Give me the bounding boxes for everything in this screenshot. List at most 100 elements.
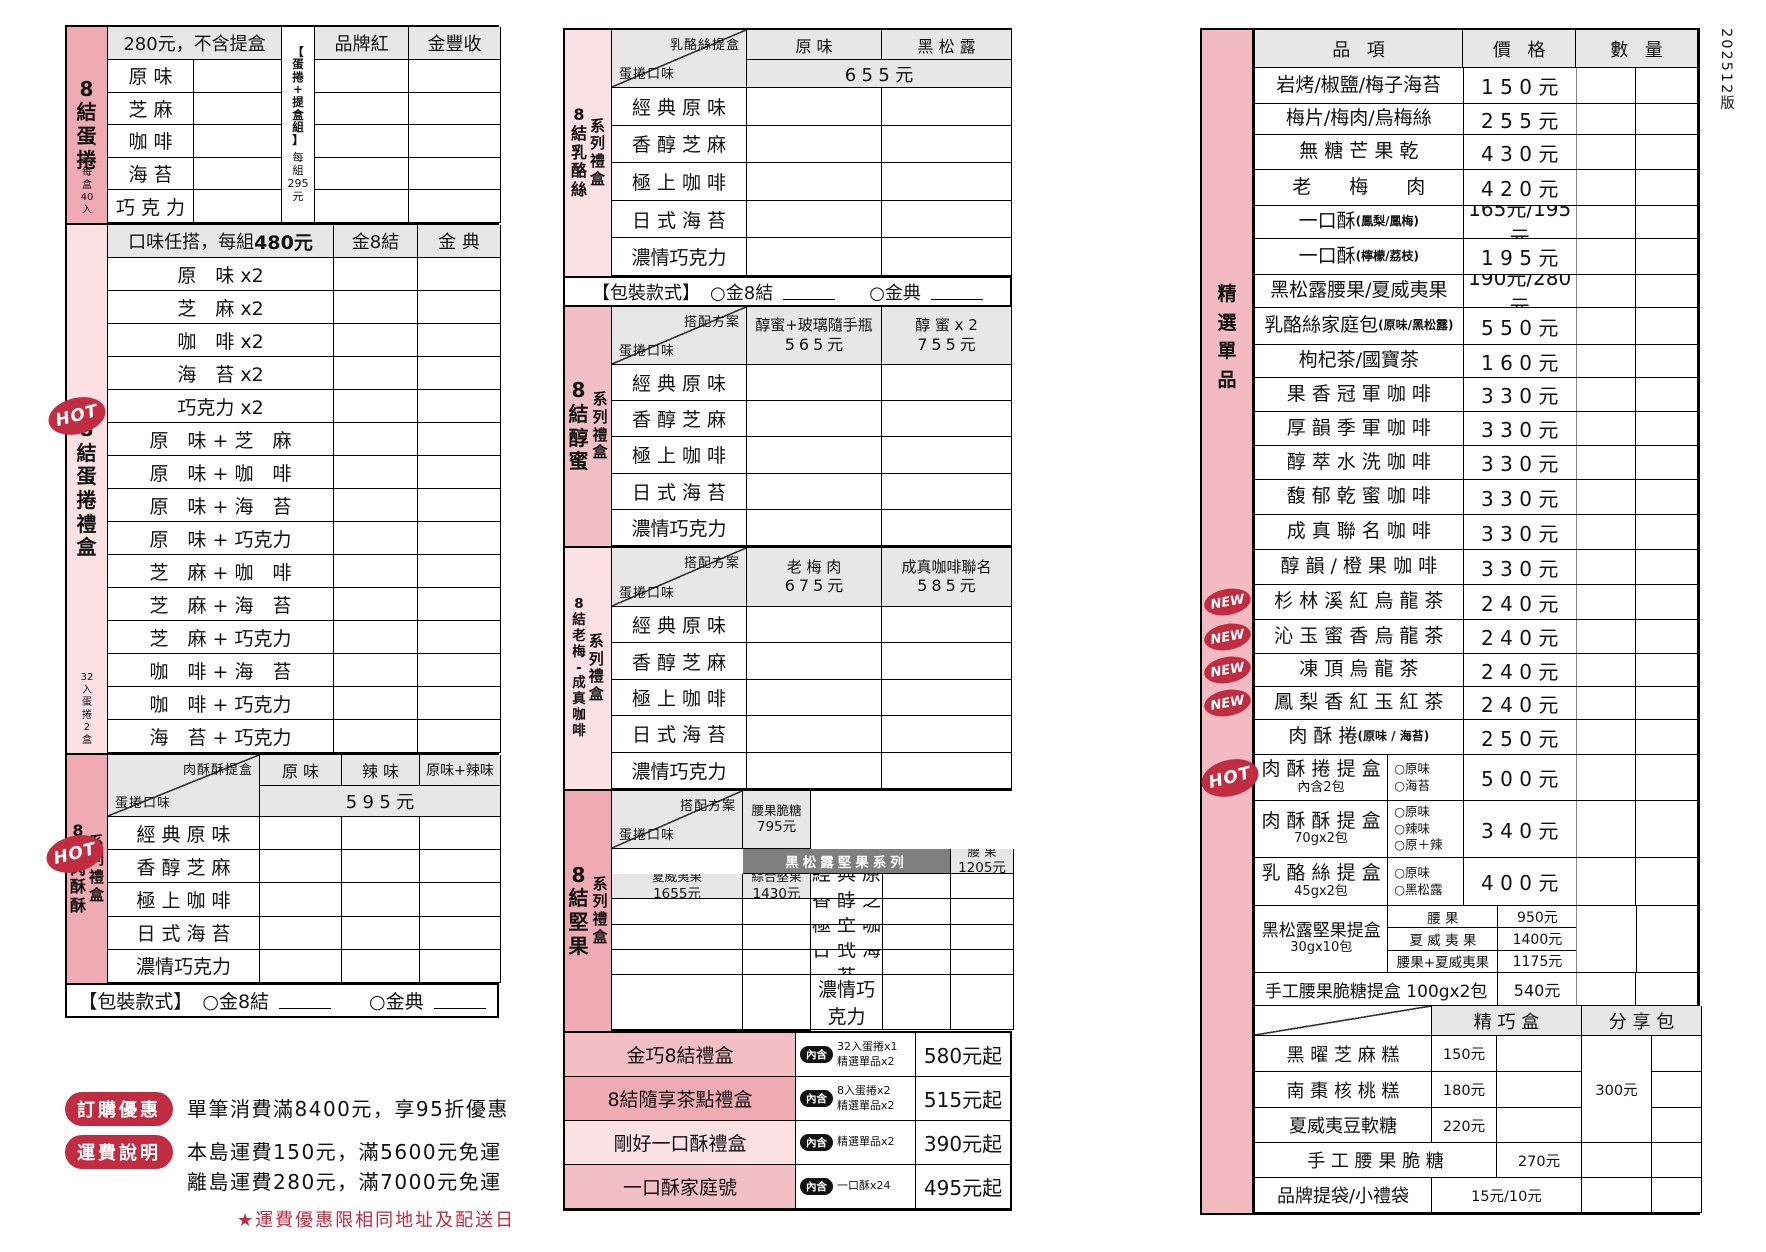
qty-cell[interactable] <box>882 643 1012 680</box>
qty-cell[interactable] <box>1575 720 1637 754</box>
qty-cell[interactable] <box>1652 1072 1702 1108</box>
qty-cell[interactable] <box>418 258 501 291</box>
flavor-option[interactable]: ○原味 <box>1394 803 1430 819</box>
qty-cell[interactable] <box>1576 906 1637 972</box>
qty-cell[interactable] <box>1575 585 1637 619</box>
qty-cell[interactable] <box>1575 239 1637 274</box>
flavor-option[interactable]: ○原味 <box>1394 760 1430 776</box>
qty-cell[interactable] <box>334 687 418 720</box>
qty-cell[interactable] <box>194 125 282 158</box>
qty-cell[interactable] <box>1636 755 1698 800</box>
qty-cell[interactable] <box>260 883 342 917</box>
qty-cell[interactable] <box>418 522 501 555</box>
qty-cell[interactable] <box>334 324 418 357</box>
qty-cell[interactable] <box>1575 687 1637 719</box>
qty-cell[interactable] <box>420 850 501 884</box>
qty-cell[interactable] <box>1636 275 1698 307</box>
qty-cell[interactable] <box>418 654 501 687</box>
qty-cell[interactable] <box>334 654 418 687</box>
qty-cell[interactable] <box>743 924 811 950</box>
qty-cell[interactable] <box>882 437 1012 474</box>
qty-cell[interactable] <box>420 817 501 851</box>
qty-cell[interactable] <box>260 850 342 884</box>
qty-cell[interactable] <box>1497 1036 1582 1072</box>
qty-cell[interactable] <box>342 883 420 917</box>
qty-cell[interactable] <box>747 238 882 276</box>
qty-cell[interactable] <box>260 949 342 983</box>
qty-cell[interactable] <box>1636 515 1698 549</box>
qty-cell[interactable] <box>747 752 882 789</box>
qty-cell[interactable] <box>612 949 743 975</box>
qty-cell[interactable] <box>612 1030 743 1031</box>
qty-cell[interactable] <box>334 489 418 522</box>
qty-cell[interactable] <box>951 924 1014 950</box>
qty-cell[interactable] <box>418 423 501 456</box>
qty-cell[interactable] <box>194 92 282 126</box>
qty-cell[interactable] <box>951 874 1014 900</box>
packaging-option-goldclassic[interactable]: ○金典 <box>369 991 424 1013</box>
qty-cell[interactable] <box>1575 973 1637 1005</box>
qty-cell[interactable] <box>882 163 1012 201</box>
qty-cell[interactable] <box>1636 550 1698 584</box>
qty-cell[interactable] <box>409 60 501 93</box>
qty-cell[interactable] <box>315 157 409 191</box>
qty-cell[interactable] <box>194 157 282 191</box>
qty-cell[interactable] <box>882 473 1012 510</box>
packaging-qty-blank[interactable] <box>433 993 486 1009</box>
qty-cell[interactable] <box>882 401 1012 438</box>
qty-cell[interactable] <box>883 975 951 1030</box>
packaging-qty-blank[interactable] <box>279 993 332 1009</box>
qty-cell[interactable] <box>342 916 420 950</box>
qty-cell[interactable] <box>1575 446 1637 479</box>
qty-cell[interactable] <box>612 975 743 1030</box>
qty-cell[interactable] <box>1652 1143 1702 1178</box>
qty-cell[interactable] <box>420 883 501 917</box>
qty-cell[interactable] <box>1575 654 1637 686</box>
qty-cell[interactable] <box>1575 858 1637 905</box>
qty-cell[interactable] <box>334 456 418 489</box>
qty-cell[interactable] <box>1652 1178 1702 1213</box>
qty-cell[interactable] <box>1636 378 1698 411</box>
qty-cell[interactable] <box>747 437 882 474</box>
qty-cell[interactable] <box>883 949 951 975</box>
qty-cell[interactable] <box>420 916 501 950</box>
flavor-option[interactable]: ○原＋辣 <box>1394 837 1443 853</box>
qty-cell[interactable] <box>612 899 743 925</box>
qty-cell[interactable] <box>418 324 501 357</box>
qty-cell[interactable] <box>747 365 882 402</box>
qty-cell[interactable] <box>883 899 951 925</box>
qty-cell[interactable] <box>883 924 951 950</box>
qty-cell[interactable] <box>882 365 1012 402</box>
qty-cell[interactable] <box>1636 170 1698 205</box>
qty-cell[interactable] <box>1636 585 1698 619</box>
qty-cell[interactable] <box>743 975 811 1030</box>
qty-cell[interactable] <box>743 899 811 925</box>
qty-cell[interactable] <box>882 200 1012 239</box>
qty-cell[interactable] <box>342 949 420 983</box>
qty-cell[interactable] <box>409 190 501 223</box>
qty-cell[interactable] <box>747 643 882 680</box>
qty-cell[interactable] <box>420 949 501 983</box>
qty-cell[interactable] <box>334 258 418 291</box>
qty-cell[interactable] <box>334 423 418 456</box>
qty-cell[interactable] <box>1575 801 1637 857</box>
qty-cell[interactable] <box>1575 68 1637 103</box>
flavor-option[interactable]: ○原味 <box>1394 864 1430 880</box>
qty-cell[interactable] <box>882 88 1012 126</box>
qty-cell[interactable] <box>409 92 501 126</box>
qty-cell[interactable] <box>1575 378 1637 411</box>
qty-cell[interactable] <box>1636 654 1698 686</box>
qty-cell[interactable] <box>1652 1108 1702 1143</box>
qty-cell[interactable] <box>334 621 418 654</box>
qty-cell[interactable] <box>194 190 282 223</box>
qty-cell[interactable] <box>882 607 1012 644</box>
flavor-option[interactable]: ○海苔 <box>1394 777 1430 793</box>
qty-cell[interactable] <box>1636 308 1698 344</box>
qty-cell[interactable] <box>334 588 418 621</box>
qty-cell[interactable] <box>1636 345 1698 377</box>
qty-cell[interactable] <box>1575 480 1637 514</box>
qty-cell[interactable] <box>418 621 501 654</box>
qty-cell[interactable] <box>1636 858 1698 905</box>
qty-cell[interactable] <box>418 456 501 489</box>
qty-cell[interactable] <box>1636 68 1698 103</box>
